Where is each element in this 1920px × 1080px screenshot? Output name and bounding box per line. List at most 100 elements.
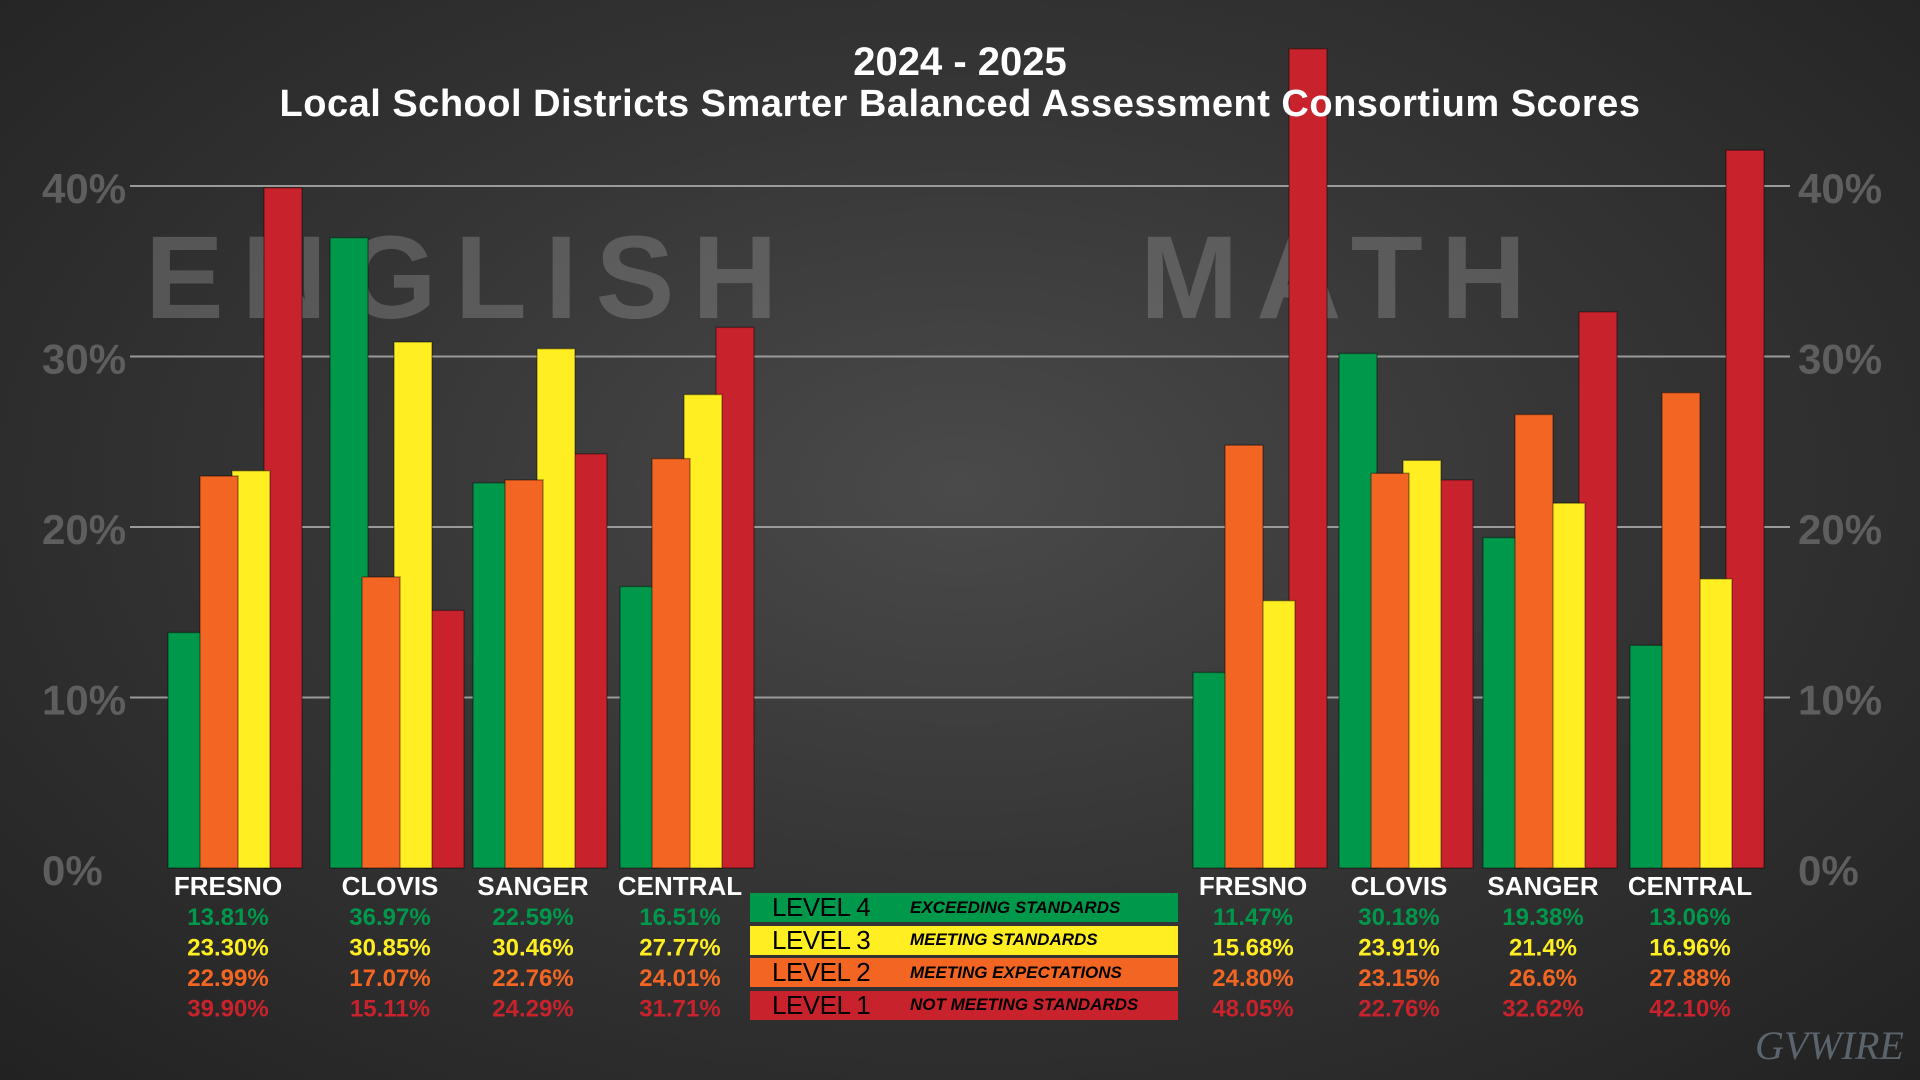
y-tick-label-right: 40% xyxy=(1798,165,1882,212)
bar-math-fresno-level4 xyxy=(1192,671,1232,869)
y-tick-label-right: 30% xyxy=(1798,336,1882,383)
district-name: CLOVIS xyxy=(342,871,439,901)
legend: LEVEL 4 EXCEEDING STANDARDS LEVEL 3 MEETING… xyxy=(750,892,1178,1023)
y-tick-label-right: 20% xyxy=(1798,506,1882,553)
bar-english-sanger-level1 xyxy=(568,453,608,869)
value-label-level1: 32.62% xyxy=(1502,996,1583,1023)
value-label-level2: 26.6% xyxy=(1509,965,1577,992)
legend-level-label: LEVEL 4 xyxy=(772,892,871,922)
legend-item-level-2: LEVEL 2 MEETING EXPECTATIONS xyxy=(750,957,1178,987)
district-name: SANGER xyxy=(477,871,588,901)
legend-item-level-4: LEVEL 4 EXCEEDING STANDARDS xyxy=(750,892,1178,922)
bar-math-central-level2 xyxy=(1661,391,1701,869)
district-name: FRESNO xyxy=(1199,871,1307,901)
bar-english-fresno-level4 xyxy=(167,631,207,869)
legend-description: EXCEEDING STANDARDS xyxy=(910,897,1121,917)
bar-english-clovis-level3 xyxy=(393,341,433,869)
bar-english-fresno-level3 xyxy=(231,469,271,869)
legend-description: MEETING STANDARDS xyxy=(910,930,1098,949)
value-label-level3: 30.46% xyxy=(492,935,573,962)
legend-level-label: LEVEL 3 xyxy=(772,924,871,955)
chart-year: 2024 - 2025 xyxy=(853,40,1067,84)
bar-english-clovis-level4 xyxy=(329,236,369,869)
value-label-level4: 30.18% xyxy=(1358,904,1439,931)
district-name: FRESNO xyxy=(174,871,282,901)
value-label-level2: 23.15% xyxy=(1358,965,1439,992)
value-label-level1: 31.71% xyxy=(639,996,720,1023)
y-tick-label-right: 0% xyxy=(1798,847,1859,894)
y-tick-label-left: 30% xyxy=(42,336,126,383)
value-label-level2: 24.80% xyxy=(1212,965,1293,992)
legend-level-label: LEVEL 1 xyxy=(772,989,871,1020)
bar-math-sanger-level3 xyxy=(1546,502,1586,869)
value-label-level2: 27.88% xyxy=(1649,965,1730,992)
bar-english-sanger-level2 xyxy=(504,479,544,869)
value-label-level2: 22.99% xyxy=(187,965,268,992)
bar-math-fresno-level1 xyxy=(1288,47,1328,869)
value-label-level3: 16.96% xyxy=(1649,935,1730,962)
value-label-level1: 15.11% xyxy=(350,996,430,1023)
legend-item-level-1: LEVEL 1 NOT MEETING STANDARDS xyxy=(750,989,1178,1020)
bar-math-sanger-level1 xyxy=(1578,311,1618,869)
y-tick-label-left: 20% xyxy=(42,506,126,553)
district-name: CENTRAL xyxy=(618,871,742,901)
value-label-level1: 22.76% xyxy=(1358,996,1439,1023)
bar-math-clovis-level4 xyxy=(1338,352,1378,869)
value-label-level4: 13.06% xyxy=(1649,904,1730,931)
bar-math-clovis-level2 xyxy=(1370,472,1410,869)
bar-math-central-level4 xyxy=(1629,644,1669,869)
bar-math-sanger-level2 xyxy=(1514,413,1554,869)
value-label-level4: 13.81% xyxy=(187,904,268,931)
legend-description: NOT MEETING STANDARDS xyxy=(910,995,1139,1014)
value-label-level3: 15.68% xyxy=(1212,935,1293,962)
value-label-level4: 22.59% xyxy=(492,904,573,931)
bar-math-central-level3 xyxy=(1693,578,1733,869)
chart-title: Local School Districts Smarter Balanced … xyxy=(279,83,1641,125)
value-label-level3: 23.91% xyxy=(1358,935,1439,962)
bar-english-fresno-level1 xyxy=(263,186,303,869)
gvwire-logo: GVWIRE xyxy=(1755,1023,1904,1068)
bar-math-central-level1 xyxy=(1725,149,1765,869)
y-tick-label-left: 10% xyxy=(42,677,126,724)
legend-item-level-3: LEVEL 3 MEETING STANDARDS xyxy=(750,924,1178,955)
value-label-level1: 24.29% xyxy=(492,996,573,1023)
value-label-level4: 36.97% xyxy=(349,904,430,931)
bar-english-central-level1 xyxy=(715,326,755,869)
district-name: SANGER xyxy=(1487,871,1598,901)
bar-math-fresno-level3 xyxy=(1256,599,1296,869)
value-label-level2: 24.01% xyxy=(639,965,720,992)
bar-english-central-level2 xyxy=(651,457,691,869)
y-tick-label-right: 10% xyxy=(1798,677,1882,724)
value-label-level1: 39.90% xyxy=(187,996,268,1023)
bar-math-clovis-level1 xyxy=(1434,479,1474,869)
district-name: CENTRAL xyxy=(1628,871,1752,901)
legend-description: MEETING EXPECTATIONS xyxy=(910,962,1122,982)
y-tick-label-left: 0% xyxy=(42,847,103,894)
value-label-level4: 19.38% xyxy=(1502,904,1583,931)
district-name: CLOVIS xyxy=(1351,871,1448,901)
value-label-level3: 27.77% xyxy=(639,935,720,962)
value-label-level2: 17.07% xyxy=(349,965,430,992)
bars xyxy=(167,47,1765,869)
value-label-level1: 48.05% xyxy=(1212,996,1293,1023)
value-label-level4: 11.47% xyxy=(1213,904,1293,931)
value-label-level3: 23.30% xyxy=(187,935,268,962)
subject-label-math: MATH xyxy=(1140,212,1544,344)
bar-english-central-level3 xyxy=(683,393,723,869)
legend-level-label: LEVEL 2 xyxy=(772,957,871,987)
y-axis-labels: 0% 0% 10% 10% 20% 20% 30% 30% 40% 40% xyxy=(42,165,1882,894)
subject-label-english: ENGLISH xyxy=(145,212,796,344)
bar-english-clovis-level2 xyxy=(361,576,401,869)
value-label-level2: 22.76% xyxy=(492,965,573,992)
bar-english-sanger-level3 xyxy=(536,347,576,869)
bar-english-fresno-level2 xyxy=(199,475,239,869)
bar-english-sanger-level4 xyxy=(472,482,512,869)
bar-math-fresno-level2 xyxy=(1224,444,1264,869)
value-label-level3: 30.85% xyxy=(349,935,430,962)
y-tick-label-left: 40% xyxy=(42,165,126,212)
subject-watermarks: ENGLISH MATH xyxy=(145,212,1544,344)
value-label-level3: 21.4% xyxy=(1509,935,1577,962)
value-label-level1: 42.10% xyxy=(1649,996,1730,1023)
